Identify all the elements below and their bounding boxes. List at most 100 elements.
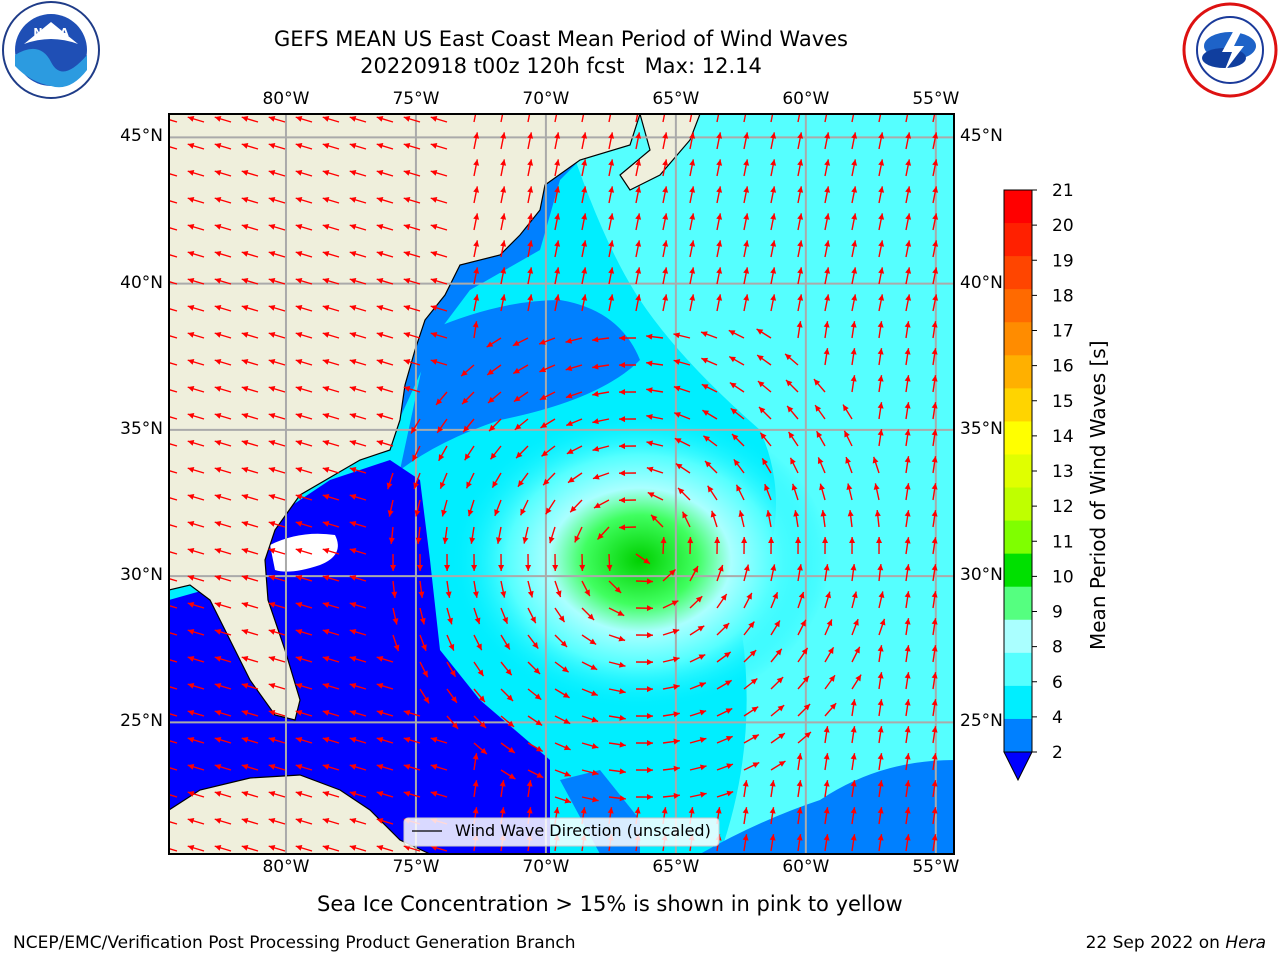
wind-arrow (268, 709, 286, 717)
wind-arrow (241, 655, 259, 663)
wind-arrow (527, 742, 544, 753)
wind-arrow (743, 761, 760, 771)
colorbar-swatch (1004, 355, 1032, 389)
wind-arrow (519, 499, 529, 516)
wind-arrow (527, 186, 534, 204)
lon-tick-top: 75°W (392, 89, 440, 109)
colorbar-swatch (1004, 586, 1032, 621)
wind-arrow (851, 294, 858, 312)
wind-arrow (268, 331, 286, 339)
wind-arrow (851, 618, 859, 636)
wind-arrow (716, 114, 720, 123)
wind-arrow (430, 196, 448, 204)
wind-arrow (268, 169, 286, 177)
wind-arrow (689, 294, 696, 312)
wind-arrow (473, 715, 487, 729)
wind-arrow (846, 483, 853, 501)
wind-arrow (169, 145, 178, 150)
wind-arrow (169, 496, 178, 501)
wind-arrow (471, 553, 478, 572)
wind-arrow (716, 294, 723, 312)
wind-arrow (403, 169, 421, 177)
wind-arrow (581, 661, 598, 671)
wind-arrow (349, 601, 367, 609)
wind-arrow (702, 409, 718, 420)
wind-arrow (843, 430, 853, 447)
wind-arrow (743, 649, 757, 663)
wind-arrow (169, 172, 178, 177)
wind-arrow (904, 402, 911, 420)
wind-arrow (322, 169, 340, 177)
wind-arrow (169, 685, 178, 690)
wind-arrow (376, 304, 394, 312)
colorbar-tick-label: 14 (1052, 427, 1074, 447)
wind-arrow (461, 391, 475, 405)
wind-arrow (241, 412, 259, 420)
wind-arrow (322, 574, 340, 582)
wind-arrow (904, 429, 911, 447)
map-subtitle: 20220918 t00z 120h fcst Max: 12.14 (360, 54, 762, 78)
wind-arrow (387, 499, 394, 517)
wind-arrow (931, 699, 938, 717)
wind-arrow (214, 493, 232, 501)
wind-arrow (702, 435, 718, 447)
wind-arrow (444, 553, 451, 572)
wind-arrow (268, 790, 286, 798)
wind-arrow (845, 456, 853, 474)
wind-arrow (743, 159, 750, 177)
wind-arrow (904, 564, 911, 582)
wind-arrow (403, 142, 421, 150)
wind-arrow (635, 240, 642, 258)
wind-arrow (618, 389, 637, 396)
wind-arrow (904, 699, 911, 717)
wind-arrow (268, 385, 286, 393)
wind-arrow (554, 796, 572, 804)
wind-arrow (824, 674, 836, 690)
wind-arrow (662, 294, 669, 312)
wind-arrow (322, 844, 340, 852)
wind-arrow (295, 601, 313, 609)
wind-arrow (618, 497, 637, 504)
wind-arrow (241, 439, 259, 447)
wind-arrow (904, 510, 911, 528)
wind-arrow (608, 267, 615, 285)
colorbar-tick-label: 9 (1052, 603, 1063, 623)
noaa-logo: NOAA (0, 0, 104, 104)
wind-arrow (635, 794, 654, 801)
wind-arrow (851, 186, 858, 204)
wind-arrow (850, 564, 857, 582)
wind-arrow (214, 385, 232, 393)
wind-arrow (759, 432, 772, 447)
wind-arrow (241, 547, 259, 555)
wind-arrow (932, 159, 939, 177)
wind-arrow (710, 510, 718, 528)
wind-arrow (214, 844, 232, 852)
wind-arrow (295, 304, 313, 312)
wind-arrow (472, 753, 479, 771)
wind-arrow (716, 763, 734, 771)
wind-arrow (241, 304, 259, 312)
wind-arrow (554, 634, 568, 648)
wind-arrow (797, 675, 810, 690)
wind-arrow (823, 348, 830, 366)
wind-arrow (554, 159, 561, 177)
colorbar-under-arrow (1003, 751, 1033, 782)
wind-arrow (850, 780, 857, 798)
wind-arrow (487, 391, 502, 404)
wind-arrow (441, 499, 448, 517)
wind-arrow (851, 591, 858, 609)
wind-arrow (473, 294, 480, 312)
wind-arrow (823, 726, 830, 744)
wind-arrow (714, 536, 721, 555)
wind-arrow (376, 331, 394, 339)
wind-arrow (635, 267, 642, 285)
wind-arrow (635, 740, 654, 747)
wind-arrow (743, 706, 759, 717)
wind-arrow (268, 547, 286, 555)
wind-arrow (873, 483, 880, 501)
wind-arrow (851, 267, 858, 285)
wind-arrow (851, 114, 855, 123)
wind-arrow (430, 763, 448, 771)
wind-arrow (635, 632, 654, 639)
wind-arrow (716, 132, 723, 150)
